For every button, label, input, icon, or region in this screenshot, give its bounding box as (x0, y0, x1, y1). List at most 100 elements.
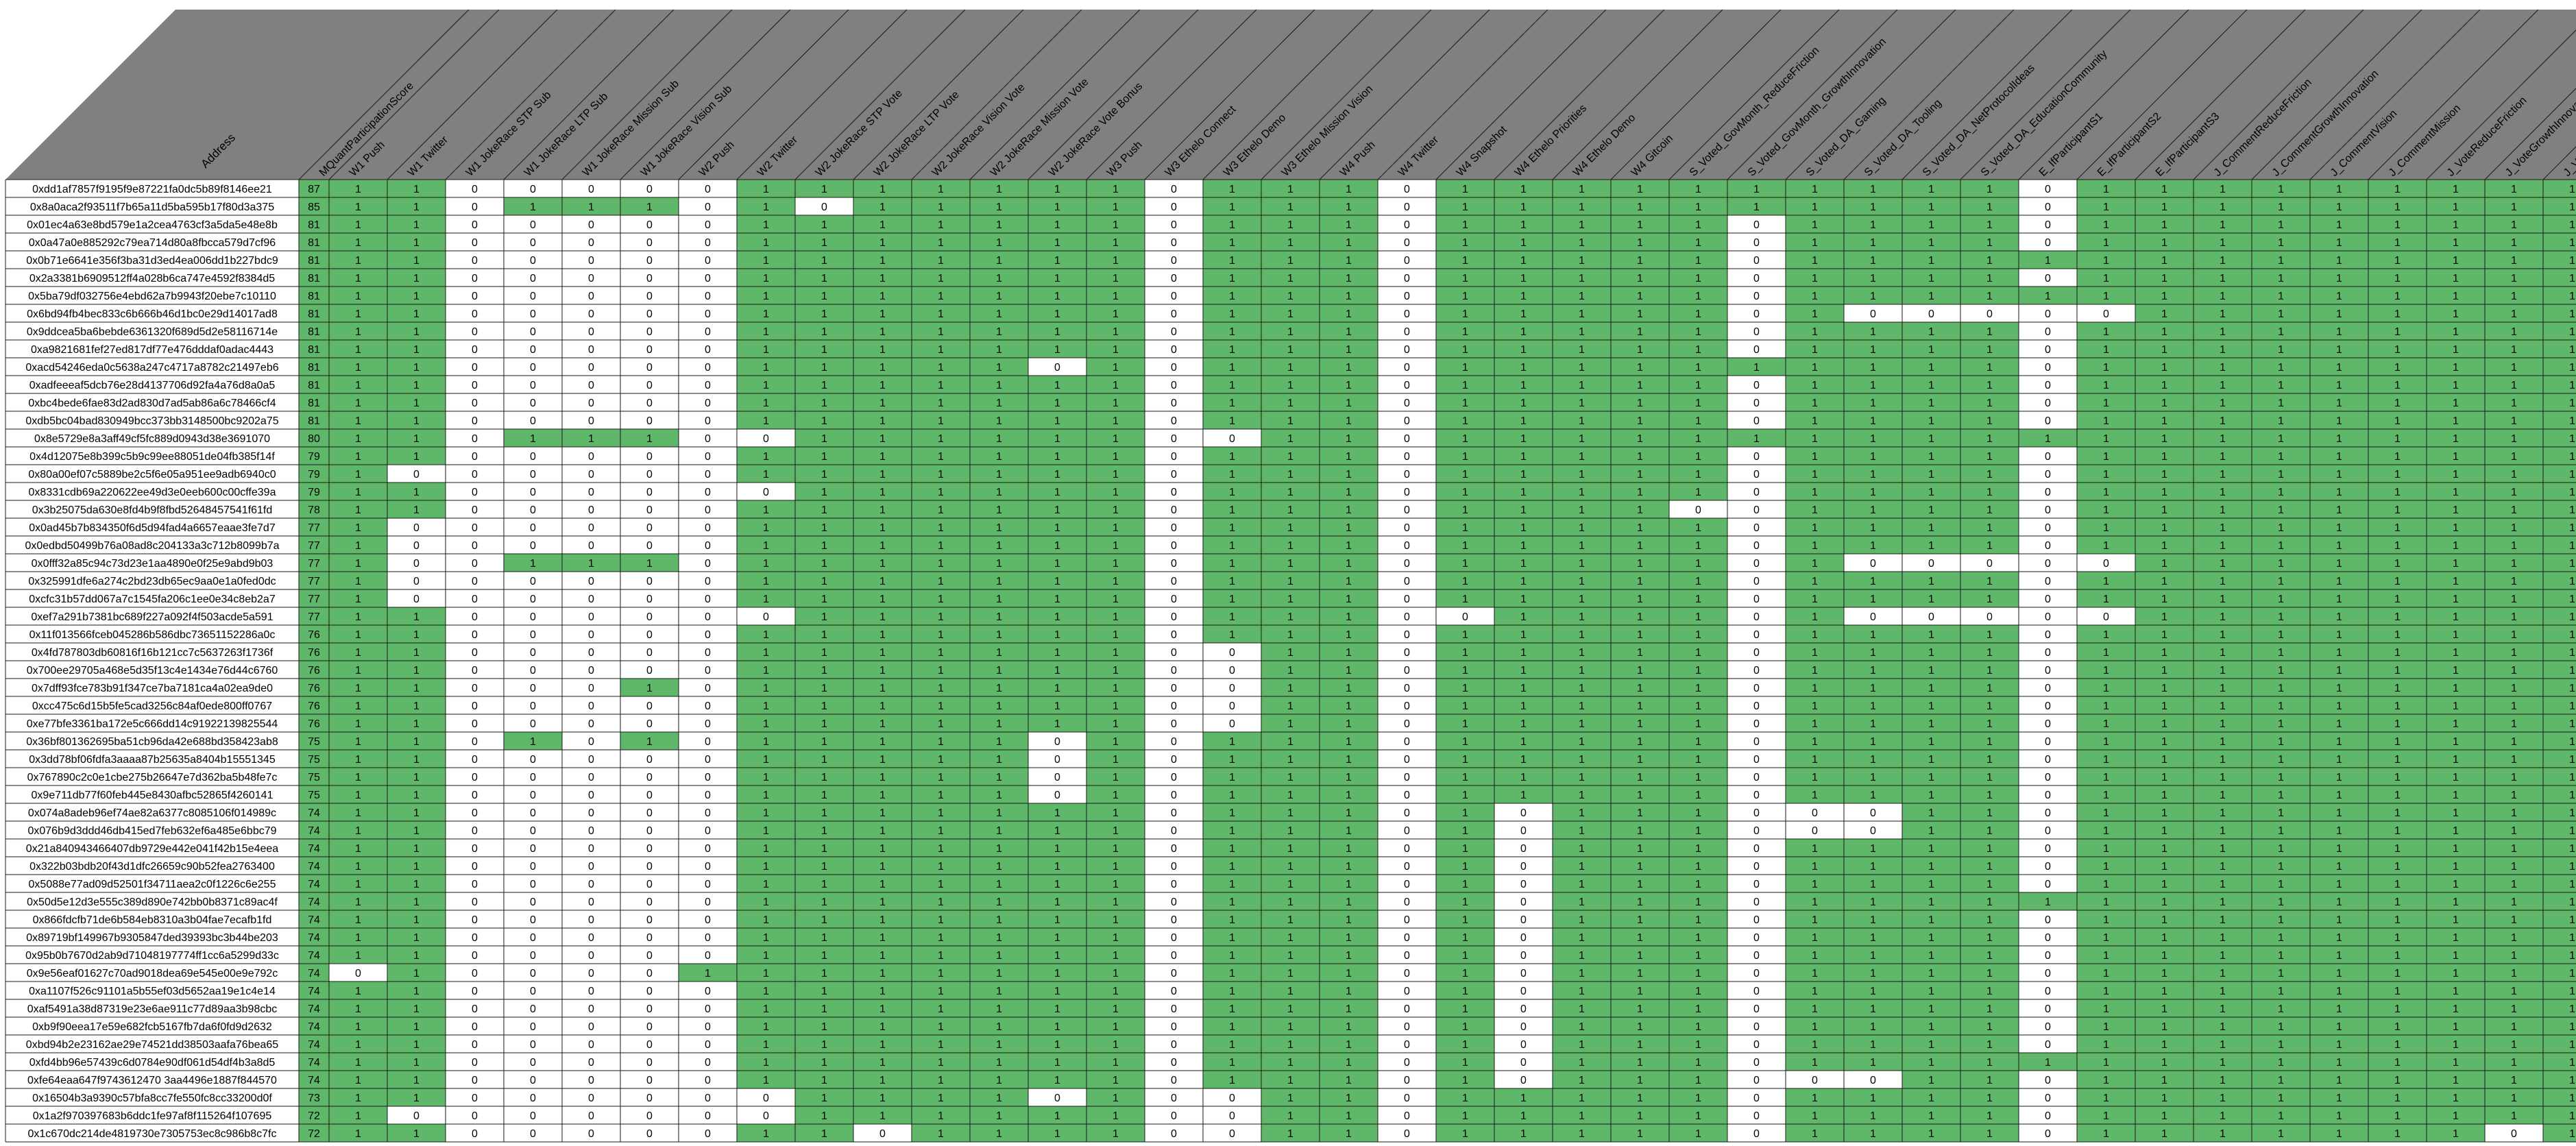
value-cell[interactable] (562, 233, 620, 251)
value-cell[interactable] (1145, 376, 1203, 393)
value-cell[interactable] (679, 233, 737, 251)
value-cell[interactable] (1553, 197, 1611, 215)
value-cell[interactable] (446, 286, 504, 304)
value-cell[interactable] (329, 180, 387, 197)
value-cell[interactable] (1320, 233, 1378, 251)
value-cell[interactable] (1553, 411, 1611, 429)
value-cell[interactable] (1145, 322, 1203, 340)
value-cell[interactable] (2310, 180, 2368, 197)
value-cell[interactable] (1553, 269, 1611, 286)
value-cell[interactable] (329, 233, 387, 251)
table-row[interactable]: 0x322b03bdb20f43d1dfc26659c90b52fea27634… (5, 857, 2576, 875)
value-cell[interactable] (853, 322, 912, 340)
value-cell[interactable] (2543, 197, 2576, 215)
value-cell[interactable] (1844, 358, 1902, 376)
value-cell[interactable] (1902, 233, 1960, 251)
value-cell[interactable] (2368, 215, 2427, 233)
value-cell[interactable] (1145, 393, 1203, 411)
value-cell[interactable] (504, 340, 562, 358)
table-row[interactable]: 0x36bf801362695ba51cb96da42e688bd358423a… (5, 732, 2576, 750)
value-cell[interactable] (1378, 340, 1436, 358)
value-cell[interactable] (679, 393, 737, 411)
value-cell[interactable] (2019, 251, 2077, 269)
value-cell[interactable] (2485, 251, 2543, 269)
value-cell[interactable] (504, 197, 562, 215)
value-cell[interactable] (2252, 322, 2310, 340)
value-cell[interactable] (446, 393, 504, 411)
value-cell[interactable] (1902, 358, 1960, 376)
value-cell[interactable] (620, 180, 679, 197)
value-cell[interactable] (1320, 340, 1378, 358)
value-cell[interactable] (737, 180, 795, 197)
value-cell[interactable] (2543, 376, 2576, 393)
value-cell[interactable] (1028, 358, 1086, 376)
value-cell[interactable] (1436, 376, 1494, 393)
value-cell[interactable] (912, 411, 970, 429)
score-cell[interactable] (299, 304, 329, 322)
table-row[interactable]: 0xef7a291b7381bc689f227a092f4f503acde5a5… (5, 607, 2576, 625)
value-cell[interactable] (1203, 304, 1261, 322)
value-cell[interactable] (562, 215, 620, 233)
table-row[interactable]: 0x80a00ef07c5889be2c5f6e05a951ee9adb6940… (5, 465, 2576, 483)
address-cell[interactable] (5, 411, 299, 429)
table-row[interactable]: 0x3b25075da630e8fd4b9f8fbd52648457541f61… (5, 500, 2576, 518)
value-cell[interactable] (2019, 197, 2077, 215)
value-cell[interactable] (2135, 233, 2194, 251)
value-cell[interactable] (970, 180, 1028, 197)
value-cell[interactable] (970, 304, 1028, 322)
value-cell[interactable] (387, 251, 446, 269)
value-cell[interactable] (562, 269, 620, 286)
value-cell[interactable] (2194, 180, 2252, 197)
value-cell[interactable] (2485, 215, 2543, 233)
value-cell[interactable] (2194, 304, 2252, 322)
value-cell[interactable] (737, 215, 795, 233)
value-cell[interactable] (1086, 411, 1145, 429)
value-cell[interactable] (387, 411, 446, 429)
value-cell[interactable] (1786, 251, 1844, 269)
value-cell[interactable] (912, 215, 970, 233)
value-cell[interactable] (1669, 340, 1727, 358)
value-cell[interactable] (504, 429, 562, 447)
value-cell[interactable] (2194, 251, 2252, 269)
value-cell[interactable] (1378, 411, 1436, 429)
value-cell[interactable] (2252, 215, 2310, 233)
value-cell[interactable] (1727, 197, 1786, 215)
value-cell[interactable] (2194, 286, 2252, 304)
value-cell[interactable] (795, 358, 853, 376)
value-cell[interactable] (1086, 269, 1145, 286)
value-cell[interactable] (1844, 215, 1902, 233)
value-cell[interactable] (679, 251, 737, 269)
value-cell[interactable] (1844, 411, 1902, 429)
value-cell[interactable] (2310, 251, 2368, 269)
value-cell[interactable] (387, 269, 446, 286)
table-row[interactable]: 0x0fff32a85c94c73d23e1aa4890e0f25e9abd9b… (5, 554, 2576, 572)
value-cell[interactable] (1320, 286, 1378, 304)
value-cell[interactable] (2427, 286, 2485, 304)
table-row[interactable]: 0x50d5e12d3e555c389d890e742bb0b8371c89ac… (5, 892, 2576, 910)
value-cell[interactable] (620, 340, 679, 358)
value-cell[interactable] (620, 286, 679, 304)
table-row[interactable]: 0xb9f90eea17e59e682fcb5167fb7da6f0fd9d26… (5, 1017, 2576, 1035)
table-row[interactable]: 0x7dff93fce783b91f347ce7ba7181ca4a02ea9d… (5, 679, 2576, 696)
value-cell[interactable] (1203, 393, 1261, 411)
value-cell[interactable] (2019, 180, 2077, 197)
value-cell[interactable] (853, 376, 912, 393)
table-row[interactable]: 0x325991dfe6a274c2bd23db65ec9aa0e1a0fed0… (5, 572, 2576, 589)
value-cell[interactable] (1727, 322, 1786, 340)
value-cell[interactable] (970, 233, 1028, 251)
value-cell[interactable] (912, 340, 970, 358)
value-cell[interactable] (2310, 286, 2368, 304)
value-cell[interactable] (679, 304, 737, 322)
value-cell[interactable] (1320, 358, 1378, 376)
value-cell[interactable] (1786, 197, 1844, 215)
value-cell[interactable] (1727, 269, 1786, 286)
value-cell[interactable] (1902, 376, 1960, 393)
value-cell[interactable] (2485, 286, 2543, 304)
value-cell[interactable] (2077, 411, 2135, 429)
value-cell[interactable] (329, 393, 387, 411)
value-cell[interactable] (1086, 286, 1145, 304)
value-cell[interactable] (2543, 269, 2576, 286)
value-cell[interactable] (329, 197, 387, 215)
value-cell[interactable] (1960, 251, 2019, 269)
value-cell[interactable] (446, 340, 504, 358)
